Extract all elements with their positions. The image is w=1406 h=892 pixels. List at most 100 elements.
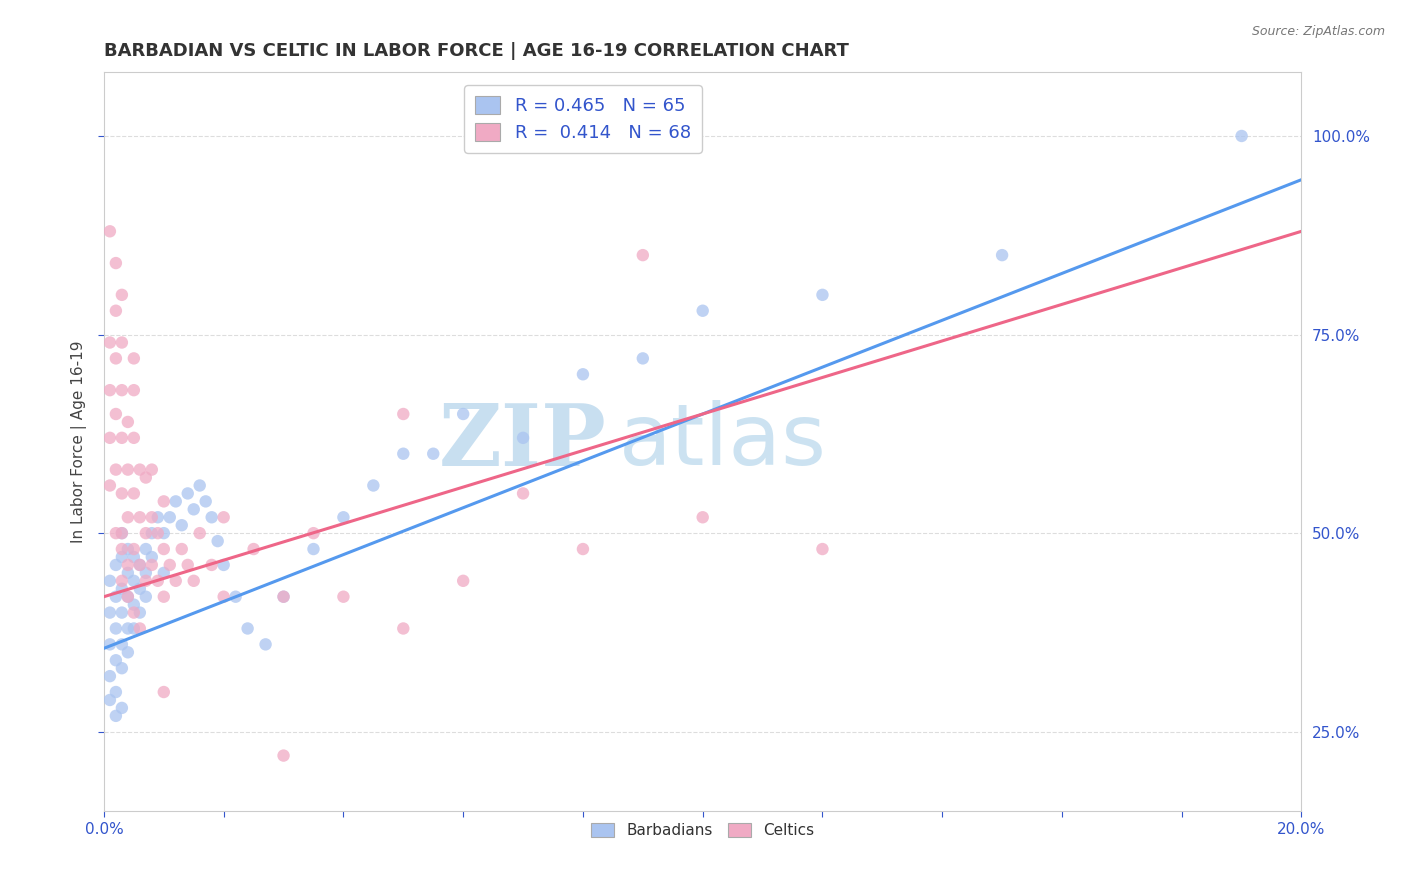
Point xyxy=(512,486,534,500)
Point xyxy=(128,606,150,620)
Point xyxy=(141,510,163,524)
Point xyxy=(111,606,134,620)
Point xyxy=(392,622,415,636)
Legend: Barbadians, Celtics: Barbadians, Celtics xyxy=(585,817,820,844)
Point xyxy=(98,574,121,588)
Point xyxy=(165,494,187,508)
Point xyxy=(146,510,169,524)
Point xyxy=(117,415,139,429)
Point xyxy=(111,431,134,445)
Point xyxy=(991,248,1014,262)
Point xyxy=(128,462,150,476)
Point xyxy=(152,590,174,604)
Point xyxy=(141,526,163,541)
Point xyxy=(692,510,714,524)
Text: ZIP: ZIP xyxy=(439,400,607,483)
Point xyxy=(201,558,224,572)
Point xyxy=(111,582,134,596)
Point xyxy=(104,653,127,667)
Point xyxy=(1230,128,1253,143)
Point xyxy=(135,574,157,588)
Point xyxy=(451,407,474,421)
Point xyxy=(201,510,224,524)
Point xyxy=(183,574,205,588)
Point xyxy=(98,478,121,492)
Point xyxy=(146,526,169,541)
Point xyxy=(811,542,834,557)
Point xyxy=(111,549,134,564)
Point xyxy=(104,351,127,366)
Point xyxy=(273,590,295,604)
Point xyxy=(254,637,277,651)
Point xyxy=(104,558,127,572)
Point xyxy=(98,606,121,620)
Point xyxy=(111,383,134,397)
Point xyxy=(392,407,415,421)
Point xyxy=(117,590,139,604)
Text: atlas: atlas xyxy=(619,401,827,483)
Point xyxy=(363,478,385,492)
Point xyxy=(122,351,145,366)
Point xyxy=(104,526,127,541)
Point xyxy=(117,510,139,524)
Point xyxy=(302,542,325,557)
Point xyxy=(188,478,211,492)
Point xyxy=(152,566,174,580)
Point xyxy=(122,606,145,620)
Point xyxy=(332,590,354,604)
Point xyxy=(177,486,200,500)
Point xyxy=(111,288,134,302)
Point xyxy=(165,574,187,588)
Point xyxy=(302,526,325,541)
Point xyxy=(128,558,150,572)
Point xyxy=(111,335,134,350)
Point xyxy=(188,526,211,541)
Point xyxy=(117,542,139,557)
Point xyxy=(122,549,145,564)
Point xyxy=(212,590,235,604)
Point xyxy=(111,574,134,588)
Point xyxy=(104,256,127,270)
Point xyxy=(152,494,174,508)
Point xyxy=(212,558,235,572)
Point xyxy=(122,431,145,445)
Point xyxy=(128,558,150,572)
Point xyxy=(111,486,134,500)
Point xyxy=(111,526,134,541)
Point xyxy=(146,574,169,588)
Point xyxy=(117,558,139,572)
Point xyxy=(135,590,157,604)
Point xyxy=(98,637,121,651)
Point xyxy=(236,622,259,636)
Point xyxy=(135,526,157,541)
Point xyxy=(207,534,229,549)
Point xyxy=(104,709,127,723)
Point xyxy=(242,542,264,557)
Point xyxy=(122,622,145,636)
Point xyxy=(98,224,121,238)
Point xyxy=(122,598,145,612)
Point xyxy=(98,693,121,707)
Point xyxy=(159,558,181,572)
Point xyxy=(692,303,714,318)
Point xyxy=(111,701,134,715)
Point xyxy=(273,748,295,763)
Point xyxy=(111,526,134,541)
Point xyxy=(104,590,127,604)
Point xyxy=(98,383,121,397)
Point xyxy=(512,431,534,445)
Point xyxy=(122,383,145,397)
Point xyxy=(122,574,145,588)
Point xyxy=(273,590,295,604)
Point xyxy=(104,303,127,318)
Point xyxy=(177,558,200,572)
Point xyxy=(117,590,139,604)
Point xyxy=(104,462,127,476)
Point xyxy=(811,288,834,302)
Point xyxy=(111,661,134,675)
Point xyxy=(111,542,134,557)
Point xyxy=(117,645,139,659)
Point xyxy=(135,470,157,484)
Point xyxy=(122,486,145,500)
Point xyxy=(422,447,444,461)
